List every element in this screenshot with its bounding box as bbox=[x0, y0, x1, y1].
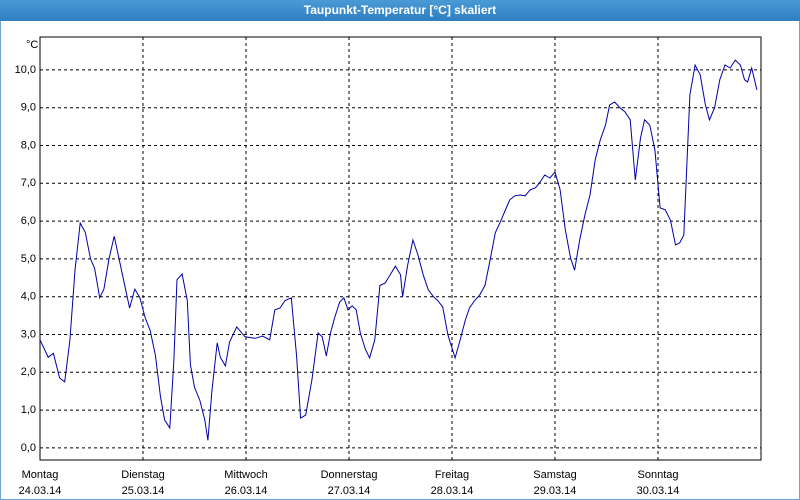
y-tick-label: 9,0 bbox=[21, 102, 36, 114]
x-tick-label: Sonntag bbox=[638, 469, 679, 481]
y-unit-label: °C bbox=[26, 39, 38, 51]
x-tick-date: 29.03.14 bbox=[534, 485, 577, 497]
x-tick-label: Montag bbox=[22, 469, 59, 481]
y-tick-label: 10,0 bbox=[15, 64, 36, 76]
y-tick-label: 3,0 bbox=[21, 328, 36, 340]
y-tick-label: 1,0 bbox=[21, 404, 36, 416]
x-tick-date: 28.03.14 bbox=[431, 485, 474, 497]
y-tick-label: 0,0 bbox=[21, 442, 36, 454]
chart-title: Taupunkt-Temperatur [°C] skaliert bbox=[304, 3, 496, 17]
y-tick-label: 5,0 bbox=[21, 253, 36, 265]
y-tick-label: 2,0 bbox=[21, 366, 36, 378]
x-tick-label: Donnerstag bbox=[321, 469, 378, 481]
plot-frame bbox=[39, 36, 762, 461]
data-line bbox=[39, 59, 758, 441]
title-bar bbox=[0, 0, 800, 21]
x-tick-date: 26.03.14 bbox=[225, 485, 268, 497]
x-tick-label: Dienstag bbox=[121, 469, 164, 481]
x-tick-label: Freitag bbox=[435, 469, 469, 481]
x-tick-label: Mittwoch bbox=[224, 469, 267, 481]
y-tick-label: 6,0 bbox=[21, 215, 36, 227]
x-tick-date: 27.03.14 bbox=[328, 485, 371, 497]
x-tick-label: Samstag bbox=[533, 469, 576, 481]
y-tick-label: 4,0 bbox=[21, 291, 36, 303]
x-tick-date: 30.03.14 bbox=[637, 485, 680, 497]
y-tick-label: 7,0 bbox=[21, 177, 36, 189]
x-tick-date: 24.03.14 bbox=[19, 485, 62, 497]
y-tick-label: 8,0 bbox=[21, 139, 36, 151]
x-tick-date: 25.03.14 bbox=[122, 485, 165, 497]
